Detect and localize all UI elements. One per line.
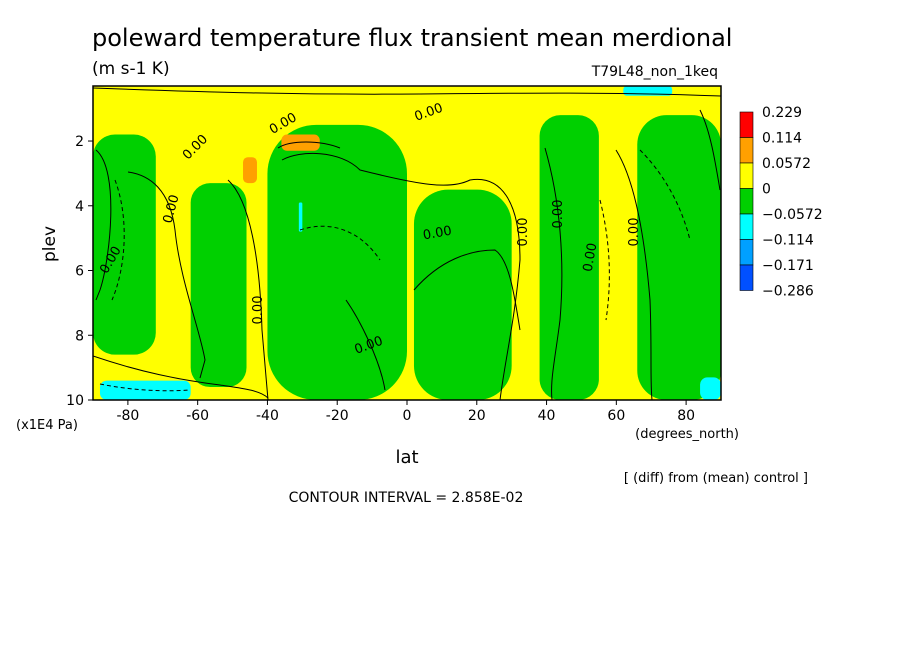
contour-line bbox=[639, 149, 691, 241]
colorbar-swatch bbox=[739, 188, 754, 215]
contour-line bbox=[227, 179, 269, 400]
y-tick-label: 4 bbox=[75, 199, 84, 215]
colorbar-label: 0 bbox=[762, 182, 771, 198]
x-axis-label: lat bbox=[395, 447, 418, 468]
y-tick-label: 10 bbox=[66, 393, 84, 409]
x-tick-label: -20 bbox=[326, 408, 349, 424]
chart-title: poleward temperature flux transient mean… bbox=[92, 24, 732, 52]
x-tick-label: -60 bbox=[186, 408, 209, 424]
contour-line bbox=[99, 383, 191, 392]
contour-label: 0.00 bbox=[581, 242, 601, 273]
y-tick-label: 6 bbox=[75, 264, 84, 280]
units-label: (m s-1 K) bbox=[92, 59, 170, 79]
colorbar-label: −0.171 bbox=[762, 258, 814, 274]
contour-label: 0.00 bbox=[516, 218, 531, 247]
contour-line bbox=[95, 149, 112, 301]
x-tick-label: 40 bbox=[538, 408, 556, 424]
y-axis-label: plev bbox=[40, 226, 60, 262]
contour-line bbox=[615, 149, 653, 400]
contour-line bbox=[93, 355, 269, 399]
contour-line bbox=[699, 109, 721, 191]
x-tick-label: 80 bbox=[677, 408, 695, 424]
contour-line bbox=[299, 225, 381, 261]
contour-label: 0.00 bbox=[251, 296, 266, 325]
colorbar-swatch bbox=[739, 137, 754, 164]
contour-fill-region bbox=[243, 157, 257, 184]
x-tick-label: 60 bbox=[607, 408, 625, 424]
contour-label: 0.00 bbox=[422, 224, 453, 244]
contour-fill-region bbox=[190, 183, 247, 388]
contour-line bbox=[599, 199, 610, 321]
y-tick-label: 8 bbox=[75, 328, 84, 344]
contour-line bbox=[544, 147, 563, 400]
contour-fill-region bbox=[281, 134, 320, 151]
contour-fill-region bbox=[413, 189, 512, 400]
contour-interval: CONTOUR INTERVAL = 2.858E-02 bbox=[289, 490, 524, 506]
x-tick-label: -80 bbox=[116, 408, 139, 424]
contour-label: 0.00 bbox=[551, 200, 566, 229]
x-axis-units: (degrees_north) bbox=[635, 427, 739, 442]
contour-line bbox=[345, 299, 386, 391]
colorbar-swatch bbox=[739, 264, 754, 291]
plot-area: 0.000.000.000.000.000.00 0.000.000.000.00… bbox=[93, 86, 721, 400]
contour-fill-region bbox=[637, 115, 721, 400]
contour-fill-region bbox=[700, 377, 721, 400]
colorbar-label: 0.229 bbox=[762, 105, 802, 121]
contour-line bbox=[413, 249, 521, 331]
colorbar-swatch bbox=[739, 162, 754, 189]
contour-line bbox=[127, 171, 206, 379]
x-tick-label: -40 bbox=[256, 408, 279, 424]
contour-label: 0.00 bbox=[627, 218, 642, 247]
colorbar: 0.229 0.114 0.0572 0 −0.0572 −0.114 −0.171 −0.2… bbox=[739, 105, 823, 300]
x-tick-label: 20 bbox=[468, 408, 486, 424]
colorbar-label: −0.114 bbox=[762, 233, 814, 249]
colorbar-label: 0.114 bbox=[762, 131, 802, 147]
run-label: T79L48_non_1keq bbox=[591, 64, 718, 80]
colorbar-swatch bbox=[739, 239, 754, 266]
colorbar-label: −0.286 bbox=[762, 284, 814, 300]
footnote: [ (diff) from (mean) control ] bbox=[624, 471, 808, 486]
contour-label: 0.00 bbox=[161, 193, 183, 225]
y-axis-units: (x1E4 Pa) bbox=[16, 418, 78, 433]
contour-fill-region bbox=[267, 124, 407, 400]
colorbar-label: 0.0572 bbox=[762, 156, 811, 172]
y-tick-label: 2 bbox=[75, 134, 84, 150]
colorbar-label: −0.0572 bbox=[762, 207, 823, 223]
x-tick-label: 0 bbox=[403, 408, 412, 424]
colorbar-swatch bbox=[739, 111, 754, 138]
contour-fill-region bbox=[298, 202, 303, 232]
colorbar-swatch bbox=[739, 213, 754, 240]
contour-line bbox=[93, 87, 721, 97]
contour-line bbox=[111, 179, 125, 301]
contour-line bbox=[277, 141, 341, 149]
contour-line bbox=[281, 152, 521, 400]
